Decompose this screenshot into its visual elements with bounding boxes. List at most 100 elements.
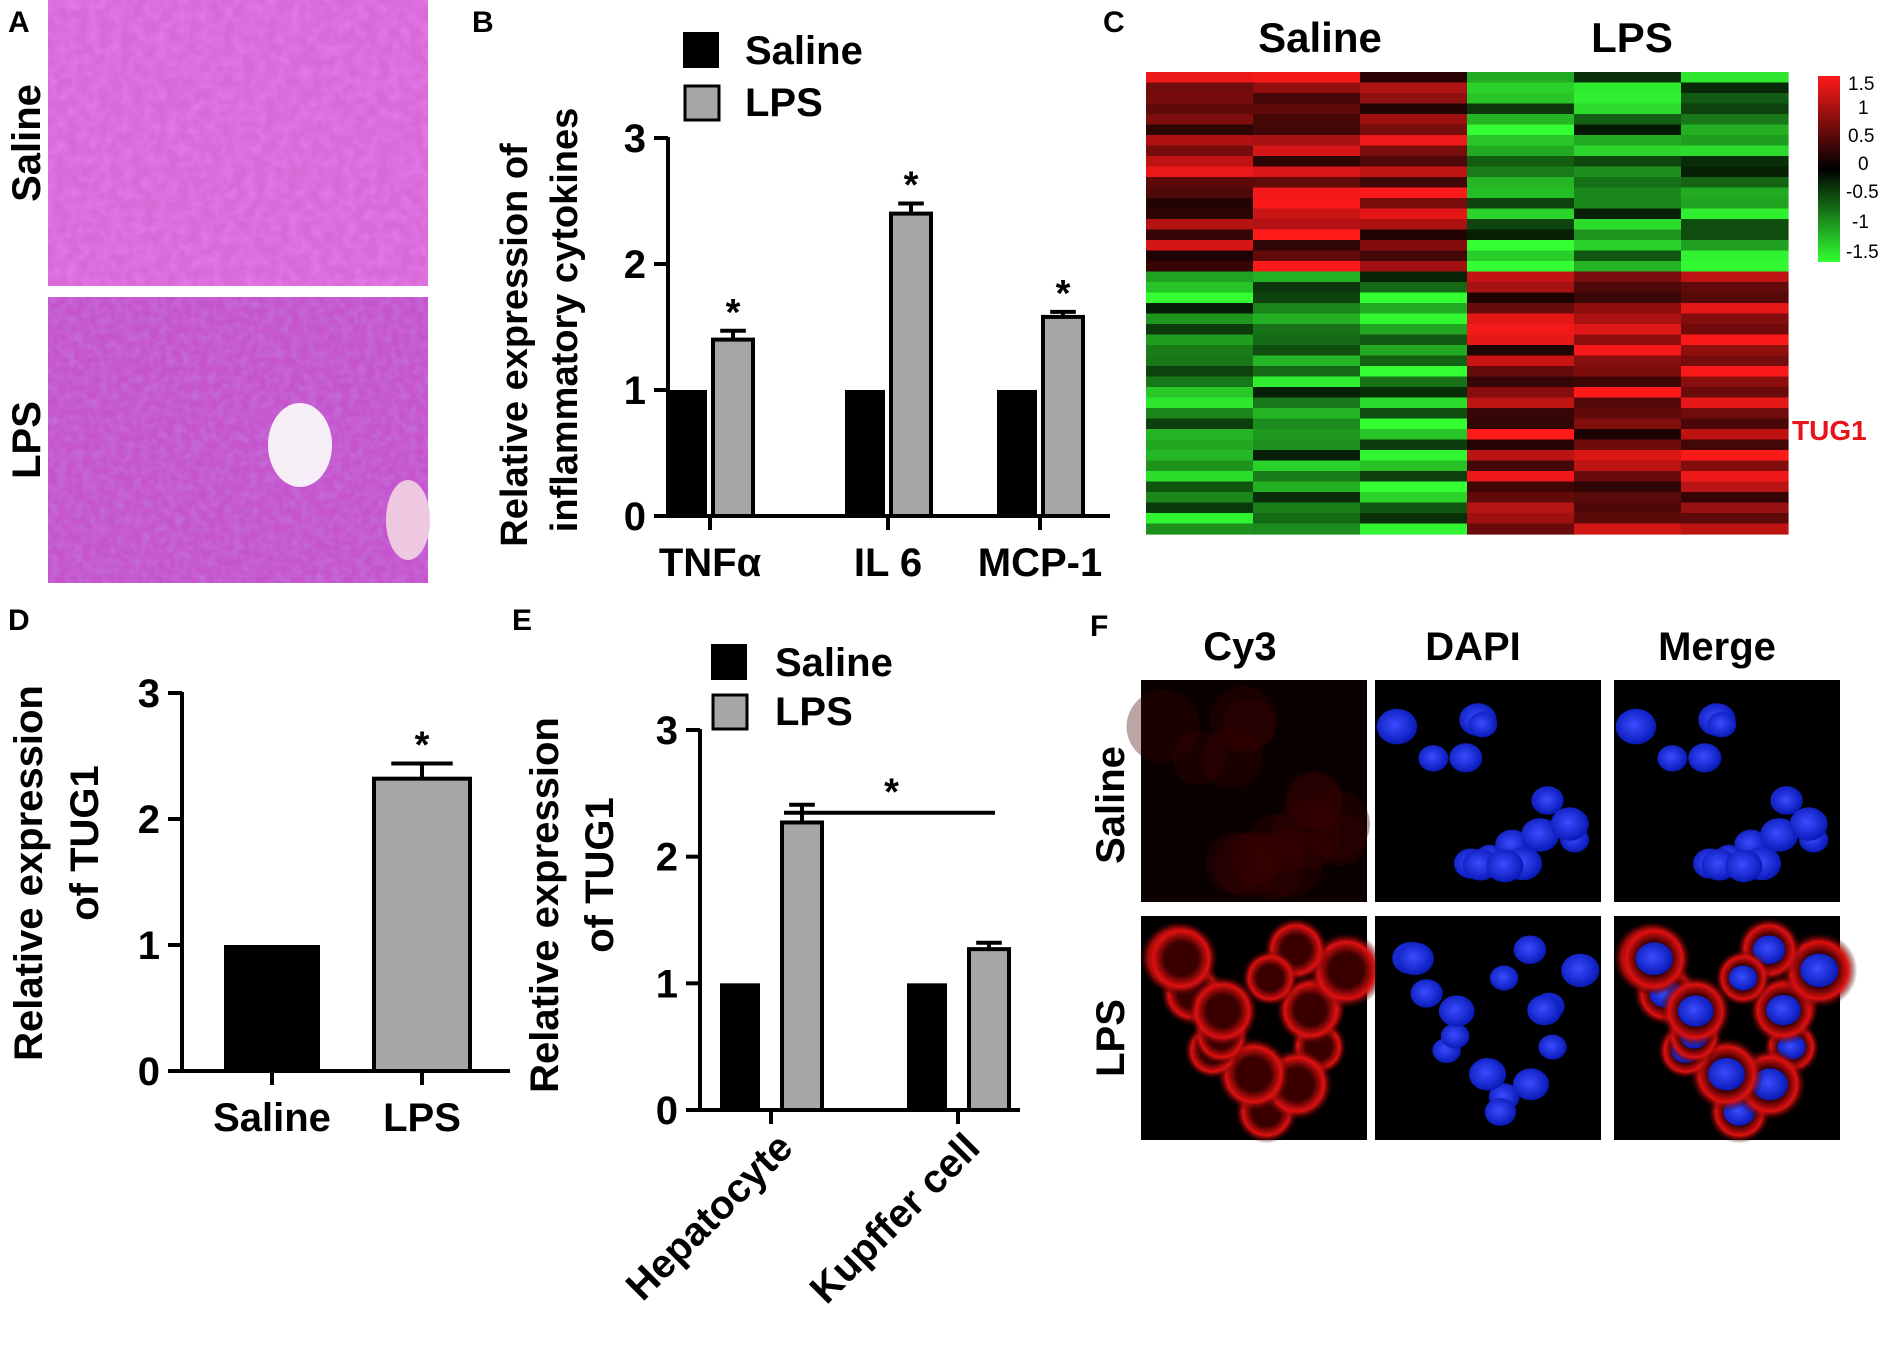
- heatmap-cell: [1681, 397, 1789, 409]
- heatmap-cell: [1574, 250, 1682, 262]
- heatmap-cell: [1467, 324, 1575, 336]
- image-merge-lps: [1612, 916, 1858, 1144]
- heatmap-cell: [1574, 103, 1682, 115]
- heatmap-cell: [1253, 334, 1361, 346]
- colorbar-tick: -0.5: [1846, 182, 1879, 203]
- y-tick-label: 0: [624, 495, 646, 539]
- heatmap-cell: [1253, 145, 1361, 157]
- heatmap-cell: [1146, 334, 1254, 346]
- heatmap-cell: [1467, 72, 1575, 84]
- significance-star: *: [884, 772, 899, 814]
- heatmap-cell: [1681, 240, 1789, 252]
- colorbar-tick: -1.5: [1846, 242, 1879, 263]
- he-image-saline: [48, 0, 428, 286]
- heatmap-cell: [1360, 229, 1468, 241]
- heatmap-cell: [1467, 418, 1575, 430]
- heatmap-cell: [1681, 166, 1789, 178]
- heatmap-cell: [1146, 513, 1254, 525]
- heatmap-cell: [1360, 387, 1468, 399]
- y-tick-label: 3: [656, 709, 678, 753]
- heatmap-cell: [1360, 450, 1468, 462]
- heatmap-cell: [1681, 156, 1789, 168]
- bar: [780, 820, 824, 1112]
- heatmap-cell: [1467, 345, 1575, 357]
- heatmap-cell: [1360, 376, 1468, 388]
- x-tick-label: Kupffer cell: [802, 1125, 989, 1312]
- heatmap-cell: [1253, 114, 1361, 126]
- heatmap-cell: [1681, 250, 1789, 262]
- heatmap-cell: [1467, 93, 1575, 105]
- heatmap-cell: [1360, 82, 1468, 94]
- heatmap-cell: [1467, 187, 1575, 199]
- heatmap-cell: [1681, 219, 1789, 231]
- legend-label-lps: LPS: [775, 690, 853, 734]
- heatmap-cell: [1146, 271, 1254, 283]
- heatmap-cell: [1681, 439, 1789, 451]
- heatmap-cell: [1146, 240, 1254, 252]
- column-label-merge: Merge: [1658, 625, 1776, 669]
- legend-swatch-lps: [683, 84, 721, 122]
- heatmap-cell: [1467, 334, 1575, 346]
- heatmap-cell: [1681, 229, 1789, 241]
- heatmap-cell: [1360, 408, 1468, 420]
- x-tick-label: Saline: [213, 1096, 331, 1140]
- legend-label-saline: Saline: [775, 641, 893, 685]
- heatmap-cell: [1253, 523, 1361, 535]
- y-axis-label-line2: of TUG1: [578, 797, 622, 953]
- heatmap-cell: [1253, 72, 1361, 84]
- y-tick-label: 1: [624, 369, 646, 413]
- heatmap-cell: [1681, 198, 1789, 210]
- y-tick-label: 1: [138, 924, 160, 968]
- heatmap-cell: [1574, 513, 1682, 525]
- heatmap-cell: [1253, 366, 1361, 378]
- heatmap-cell: [1146, 450, 1254, 462]
- heatmap-cell: [1360, 366, 1468, 378]
- row-label-lps: LPS: [5, 401, 49, 479]
- heatmap-cell: [1574, 481, 1682, 493]
- heatmap-cell: [1360, 156, 1468, 168]
- heatmap-cell: [1574, 166, 1682, 178]
- microscopy-grid: [1126, 680, 1858, 1144]
- heatmap-cell: [1467, 145, 1575, 157]
- heatmap-cell: [1146, 387, 1254, 399]
- heatmap-cell: [1467, 198, 1575, 210]
- heatmap-cell: [1253, 282, 1361, 294]
- bar-chart-cytokines: B Saline LPS Relative expression of infl…: [472, 6, 1110, 585]
- heatmap-cell: [1467, 492, 1575, 504]
- heatmap-cell: [1360, 208, 1468, 220]
- heatmap-cell: [1574, 208, 1682, 220]
- heatmap-cell: [1681, 82, 1789, 94]
- heatmap-cell: [1253, 439, 1361, 451]
- heatmap-cell: [1681, 418, 1789, 430]
- x-tick-label: Hepatocyte: [618, 1125, 802, 1309]
- heatmap-cell: [1253, 376, 1361, 388]
- heatmap-cell: [1360, 492, 1468, 504]
- heatmap-cell: [1146, 313, 1254, 325]
- heatmap-cell: [1681, 72, 1789, 84]
- colorbar-ticks: 1.5 1 0.5 0 -0.5 -1 -1.5: [1846, 74, 1879, 263]
- heatmap-cell: [1253, 513, 1361, 525]
- y-tick-label: 0: [656, 1089, 678, 1133]
- heatmap-cell: [1146, 135, 1254, 147]
- heatmap-cell: [1574, 198, 1682, 210]
- heatmap-cell: [1681, 429, 1789, 441]
- heatmap-cell: [1574, 187, 1682, 199]
- heatmap-cell: [1574, 93, 1682, 105]
- heatmap-cell: [1146, 208, 1254, 220]
- heatmap-cell: [1574, 219, 1682, 231]
- heatmap-cell: [1253, 303, 1361, 315]
- significance-star: *: [904, 165, 919, 207]
- heatmap-cell: [1467, 502, 1575, 514]
- heatmap-cell: [1681, 481, 1789, 493]
- heatmap-cell: [1681, 114, 1789, 126]
- y-tick-label: 2: [624, 243, 646, 287]
- legend-e: Saline LPS: [711, 641, 893, 734]
- heatmap-cell: [1360, 198, 1468, 210]
- colorbar-tick: 1.5: [1848, 74, 1874, 95]
- heatmap-cell: [1681, 450, 1789, 462]
- colorbar-tick: 0: [1858, 154, 1869, 175]
- heatmap-cell: [1467, 513, 1575, 525]
- legend-b: Saline LPS: [683, 29, 863, 125]
- heatmap-cell: [1574, 334, 1682, 346]
- heatmap-cell: [1681, 292, 1789, 304]
